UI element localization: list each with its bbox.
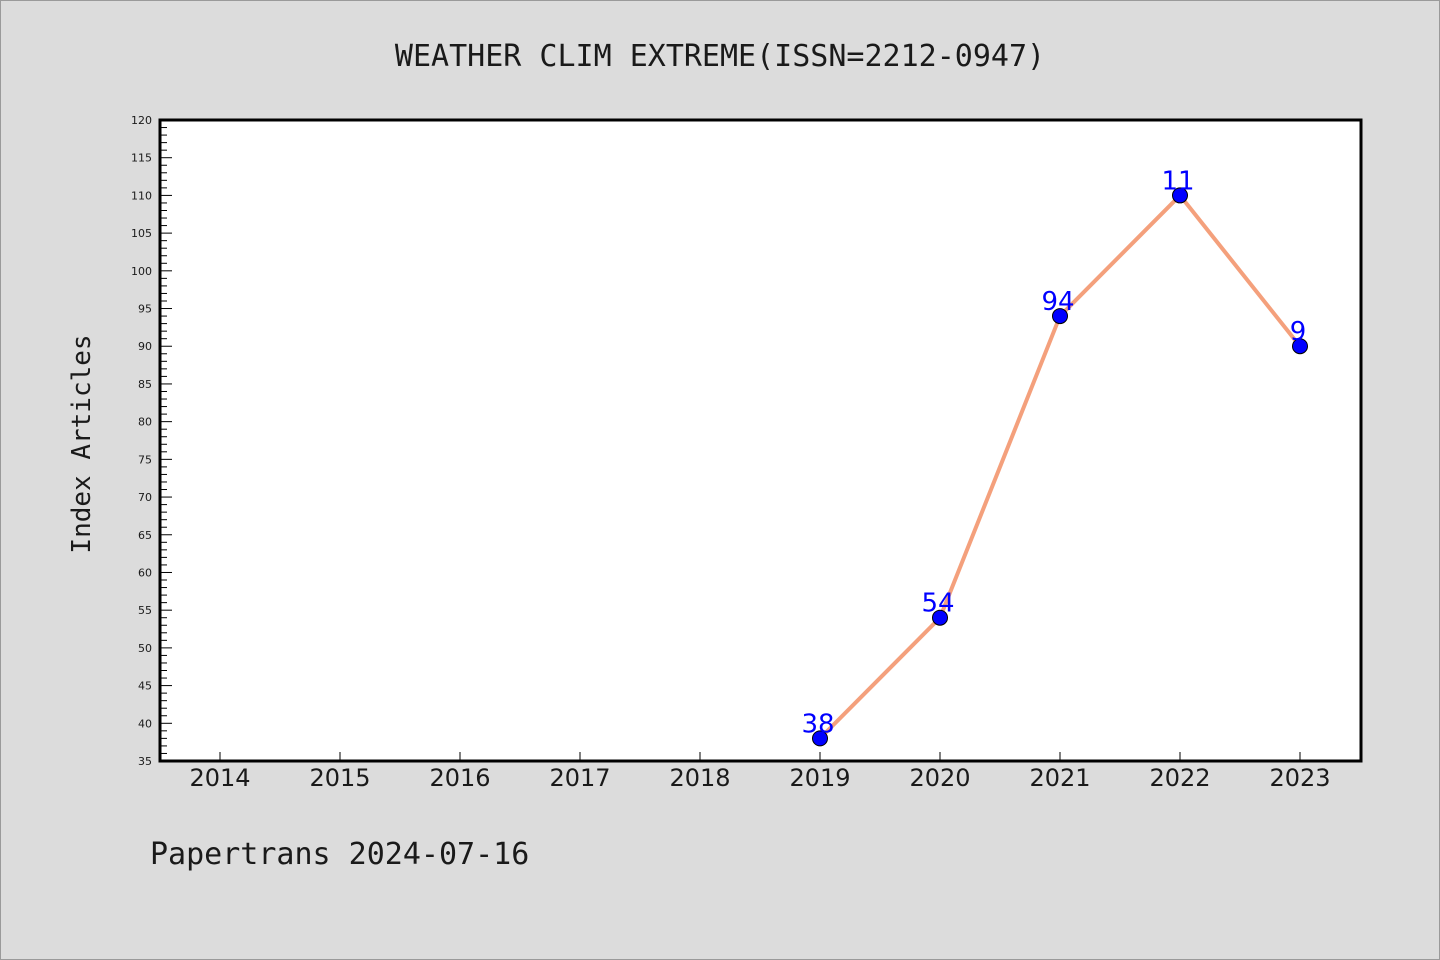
x-axis-ticks: 2014 2015 2016 2017 2018 2019 2020 2021 2022 2023: [189, 752, 1331, 792]
y-axis-label: Index Articles: [67, 334, 97, 553]
y-tick-label: 115: [131, 152, 152, 165]
y-tick-label: 90: [138, 340, 152, 353]
y-tick-label: 110: [131, 189, 152, 202]
x-tick-label: 2019: [789, 764, 850, 792]
y-axis-ticks: 35 40 45 50 55 60 65 70 75 80 85 90 95 100 105 110 115 12…: [131, 114, 172, 768]
data-point-marker: [1172, 187, 1188, 204]
footer-date-stamp: Papertrans 2024-07-16: [150, 837, 529, 872]
x-tick-label: 2020: [909, 764, 970, 792]
y-tick-label: 35: [138, 755, 152, 768]
x-tick-label: 2016: [429, 764, 490, 792]
y-tick-label: 100: [131, 265, 152, 278]
y-tick-label: 105: [131, 227, 152, 240]
y-tick-label: 75: [138, 453, 152, 466]
y-tick-label: 65: [138, 529, 152, 542]
y-tick-label: 85: [138, 378, 152, 391]
y-tick-label: 50: [138, 642, 152, 655]
y-tick-label: 55: [138, 604, 152, 617]
x-tick-label: 2015: [309, 764, 370, 792]
data-point-marker: [812, 730, 828, 747]
data-point-marker: [1052, 308, 1068, 325]
y-tick-label: 120: [131, 114, 152, 127]
x-tick-label: 2017: [549, 764, 610, 792]
plot-border: [158, 118, 1363, 763]
plot-area: [160, 120, 1361, 761]
x-tick-label: 2022: [1149, 764, 1210, 792]
x-tick-label: 2014: [189, 764, 250, 792]
data-label: 38: [801, 709, 834, 739]
y-tick-label: 80: [138, 416, 152, 429]
data-point-marker: [1292, 338, 1308, 355]
data-label: 11: [1161, 166, 1194, 196]
data-label: 54: [921, 589, 954, 619]
x-tick-label: 2018: [669, 764, 730, 792]
x-tick-label: 2021: [1029, 764, 1090, 792]
chart-title: WEATHER CLIM EXTREME(ISSN=2212-0947): [395, 39, 1045, 74]
data-series: 38 54 94 11 9: [801, 166, 1308, 747]
y-tick-label: 60: [138, 566, 152, 579]
data-label: 9: [1290, 317, 1307, 347]
y-tick-label: 40: [138, 717, 152, 730]
y-tick-label: 70: [138, 491, 152, 504]
y-tick-label: 95: [138, 303, 152, 316]
data-point-marker: [932, 609, 948, 626]
y-tick-label: 45: [138, 680, 152, 693]
data-label: 94: [1041, 287, 1074, 317]
x-tick-label: 2023: [1269, 764, 1330, 792]
